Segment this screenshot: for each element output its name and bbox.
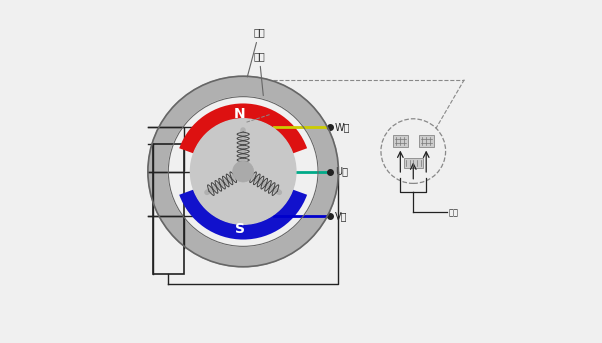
Bar	[393, 135, 408, 147]
Wedge shape	[179, 104, 307, 153]
Circle shape	[169, 97, 318, 246]
Circle shape	[148, 76, 338, 267]
Bar	[153, 144, 184, 274]
Text: U相: U相	[335, 166, 348, 177]
Text: W相: W相	[335, 122, 350, 132]
Text: 输出: 输出	[449, 209, 459, 217]
Wedge shape	[179, 190, 307, 239]
Text: V相: V相	[335, 211, 347, 221]
Text: 定子: 定子	[253, 51, 265, 96]
Bar	[419, 135, 433, 147]
Circle shape	[190, 119, 296, 224]
Bar	[404, 158, 423, 168]
Text: N: N	[234, 107, 246, 121]
Text: S: S	[235, 222, 245, 236]
Text: 转子: 转子	[247, 27, 265, 77]
Circle shape	[233, 161, 253, 182]
